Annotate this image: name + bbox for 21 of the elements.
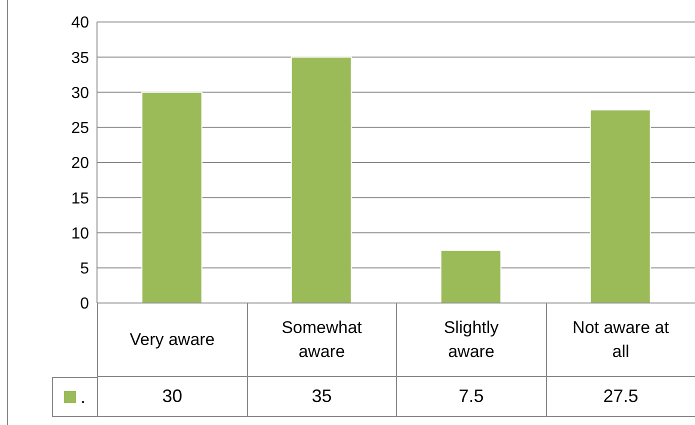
y-tick-label: 30 — [71, 84, 90, 102]
x-tick-label: Somewhat aware — [280, 316, 363, 362]
y-tick-label: 5 — [80, 260, 90, 278]
x-tick-label: Slightly aware — [442, 316, 500, 362]
y-tick-label: 40 — [71, 14, 90, 32]
y-tick-label: 15 — [71, 190, 90, 208]
legend-label: . — [80, 386, 86, 408]
bar — [440, 250, 502, 303]
y-tick-label: 35 — [71, 50, 90, 67]
x-tick-label: Not aware at all — [572, 316, 669, 362]
bar — [141, 92, 202, 303]
bar — [290, 56, 352, 303]
y-tick-label: 0 — [80, 296, 90, 313]
x-tick-label: Very aware — [130, 328, 215, 350]
data-label: 27.5 — [546, 377, 695, 417]
y-tick-label: 10 — [71, 225, 90, 242]
bar — [590, 109, 651, 303]
data-label: 7.5 — [396, 377, 546, 417]
data-label: 35 — [246, 377, 396, 417]
y-tick-label: 20 — [71, 155, 90, 172]
y-tick-label: 25 — [71, 120, 90, 138]
